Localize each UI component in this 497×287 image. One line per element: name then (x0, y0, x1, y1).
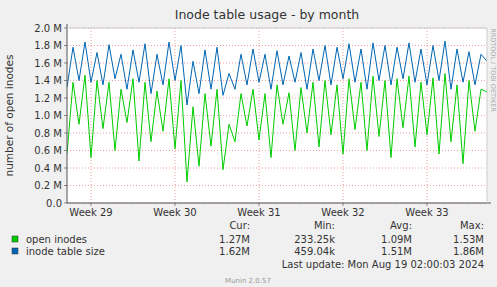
legend-stat: 233.25k (294, 234, 335, 245)
tick-label: 0.4 M (34, 163, 62, 174)
legend-stat: 1.27M (219, 234, 250, 245)
watermark: RRDTOOL / TOBI OETIKER (489, 28, 497, 112)
tick-label: 1.4 M (34, 75, 62, 86)
grid-line (259, 28, 260, 203)
grid-line (91, 28, 92, 203)
tick-label: 1.6 M (34, 58, 62, 69)
legend-header: Avg: (390, 220, 412, 231)
background (0, 0, 497, 287)
legend-stat: 459.04k (294, 246, 335, 257)
grid-line (427, 28, 428, 203)
series-line (67, 41, 487, 105)
grid-line (67, 28, 487, 29)
credit: Munin 2.0.57 (225, 277, 271, 285)
tick-label: Week 33 (405, 207, 448, 218)
grid-line (175, 28, 176, 203)
legend-swatch (12, 248, 18, 254)
legend-stat: 1.86M (453, 246, 484, 257)
tick-label: 1.2 M (34, 93, 62, 104)
grid-line (67, 45, 487, 46)
grid-line (67, 115, 487, 116)
frame (67, 28, 487, 29)
y-axis-label: number of open inodes (3, 55, 15, 177)
tick-label: Week 30 (153, 207, 196, 218)
grid-line (67, 80, 487, 81)
series-line (67, 74, 487, 183)
grid-line (67, 185, 487, 186)
title: Inode table usage - by month (175, 7, 360, 22)
tick-label: 2.0 M (34, 23, 62, 34)
tick-label: 0.2 M (34, 180, 62, 191)
page: {"chart_data": { "type": "line", "title"… (0, 0, 497, 287)
legend-header: Min: (314, 220, 335, 231)
footer: Last update: Mon Aug 19 02:00:03 2024 (282, 259, 484, 270)
chart: Inode table usage - by month number of op… (0, 0, 497, 287)
legend-swatch (12, 236, 18, 242)
grid-line (67, 133, 487, 134)
tick-label: 0.8 M (34, 128, 62, 139)
legend-header: Cur: (229, 220, 250, 231)
y-axis (67, 24, 68, 203)
tick-label: 1.8 M (34, 40, 62, 51)
tick-label: Week 29 (69, 207, 112, 218)
frame (487, 28, 488, 203)
legend-stat: 1.62M (219, 246, 250, 257)
tick-label: Week 32 (321, 207, 364, 218)
tick-label: 0.0 (46, 198, 62, 209)
tick-label: Week 31 (237, 207, 280, 218)
legend-label: inode table size (26, 246, 105, 257)
tick-label: 1.0 M (34, 110, 62, 121)
legend-stat: 1.53M (453, 234, 484, 245)
legend-stat: 1.09M (381, 234, 412, 245)
grid-line (67, 168, 487, 169)
plot-area (67, 28, 487, 203)
legend-label: open inodes (26, 234, 87, 245)
x-axis (67, 203, 491, 204)
series-group (67, 41, 487, 182)
tick-label: 0.6 M (34, 145, 62, 156)
legend-stat: 1.51M (381, 246, 412, 257)
grid-line (343, 28, 344, 203)
grid-line (67, 150, 487, 151)
legend-header: Max: (460, 220, 484, 231)
grid-line (67, 63, 487, 64)
